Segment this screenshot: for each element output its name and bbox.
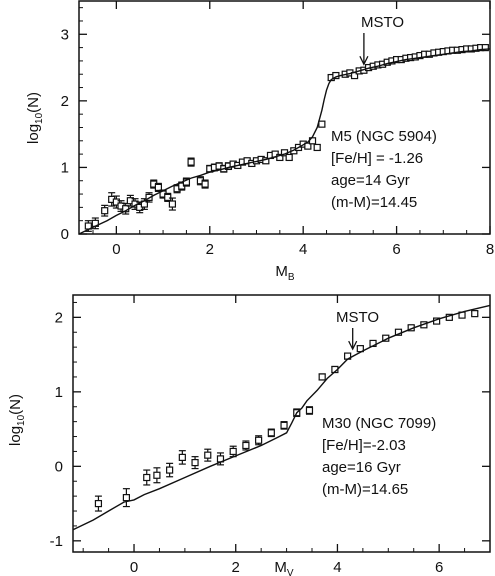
m5-data-point — [154, 182, 162, 192]
m30-data-point — [153, 467, 161, 484]
m30-y-ticks: -1 0 1 2 — [50, 301, 490, 550]
m30-y-tick-label: 0 — [55, 458, 63, 475]
m5-panel: 0 2 4 6 8 0 1 2 3 MB log10(N) M5 (NGC 5904) [Fe… — [25, 0, 494, 283]
m5-data-point — [285, 153, 293, 162]
m5-x-tick-label: 0 — [112, 241, 120, 258]
m30-x-tick-label: 6 — [435, 559, 443, 576]
m30-data-point — [166, 462, 174, 478]
m30-data-point — [280, 421, 288, 430]
m30-data-point — [242, 440, 250, 451]
m5-data-point — [122, 202, 130, 215]
m30-data-point — [471, 310, 479, 318]
m30-data-point — [305, 406, 314, 415]
m30-x-axis-title: MV — [274, 559, 294, 576]
m5-metallicity-label: [Fe/H] = -1.26 — [331, 150, 423, 167]
m5-x-tick-label: 4 — [299, 241, 307, 258]
m30-panel: 0 2 4 6 -1 0 1 2 MV log10(N) M30 (NGC 7099) [F… — [7, 294, 491, 576]
m5-data-point — [318, 120, 326, 128]
m30-age-label: age=16 Gyr — [322, 459, 401, 476]
m30-x-ticks: 0 2 4 6 — [82, 295, 491, 576]
m30-data-point — [94, 495, 103, 512]
m30-x-tick-label: 4 — [333, 559, 341, 576]
m30-cluster-label: M30 (NGC 7099) — [322, 415, 436, 432]
m5-data-point — [187, 157, 195, 167]
m30-x-tick-label: 2 — [232, 559, 240, 576]
m5-age-label: age=14 Gyr — [331, 172, 410, 189]
m5-data-point — [168, 197, 177, 211]
m5-x-tick-label: 2 — [206, 241, 214, 258]
m30-data-point — [122, 488, 130, 508]
m5-model-curve — [78, 48, 491, 235]
m30-data-point — [318, 373, 326, 381]
m30-data-point — [191, 456, 199, 470]
m30-y-tick-label: 2 — [55, 309, 63, 326]
m30-distance-modulus-label: (m-M)=14.65 — [322, 481, 408, 498]
m5-model-line — [78, 48, 491, 235]
m30-data-point — [204, 448, 212, 462]
m5-plot-frame — [78, 0, 491, 235]
m30-msto-arrow — [348, 328, 358, 351]
m5-y-tick-label: 2 — [61, 93, 69, 110]
m30-model-curve — [72, 304, 491, 531]
m5-x-axis-title: MB — [275, 263, 295, 283]
m5-x-tick-label: 8 — [486, 241, 494, 258]
m5-x-tick-label: 6 — [392, 241, 400, 258]
m5-data-point — [101, 204, 109, 217]
m5-y-tick-label: 1 — [61, 159, 69, 176]
m30-data-point — [229, 445, 237, 458]
m5-msto-arrow — [359, 33, 369, 66]
m30-metallicity-label: [Fe/H]=-2.03 — [322, 437, 406, 454]
m5-msto-label: MSTO — [361, 14, 404, 31]
m5-data-point — [201, 179, 209, 189]
m30-x-tick-label: 0 — [130, 559, 138, 576]
m30-plot-frame — [72, 294, 491, 553]
m30-data-point — [255, 435, 263, 446]
m30-model-line — [72, 304, 491, 531]
m5-data-point — [108, 192, 116, 207]
m5-y-tick-label: 3 — [61, 26, 69, 43]
m5-distance-modulus-label: (m-M)=14.45 — [331, 194, 417, 211]
m30-data-points — [94, 310, 479, 512]
m5-y-tick-label: 0 — [61, 226, 69, 243]
m30-y-tick-label: -1 — [50, 533, 63, 550]
m30-y-axis-title: log10(N) — [7, 394, 27, 446]
m5-y-axis-title: log10(N) — [25, 92, 45, 144]
m5-cluster-label: M5 (NGC 5904) — [331, 128, 437, 145]
m30-data-point — [178, 450, 186, 465]
m30-msto-label: MSTO — [336, 309, 379, 326]
m30-data-point — [267, 428, 275, 438]
m5-x-ticks: 0 2 4 6 8 — [92, 1, 494, 258]
m30-y-tick-label: 1 — [55, 384, 63, 401]
m5-data-point — [164, 192, 172, 202]
m5-y-ticks: 0 1 2 3 — [61, 7, 490, 243]
m5-data-point — [313, 143, 321, 152]
m30-data-point — [143, 469, 151, 486]
